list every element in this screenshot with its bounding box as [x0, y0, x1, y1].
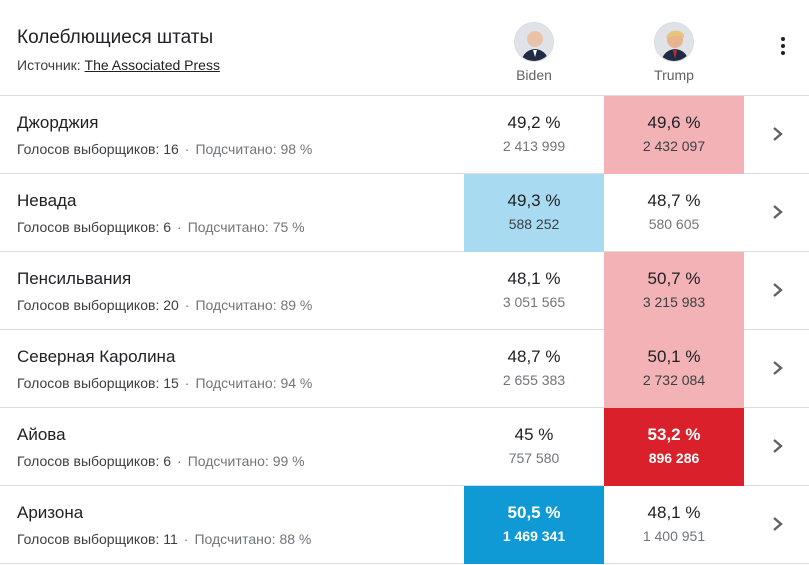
trump-votes: 896 286: [648, 450, 700, 466]
reported-percent: Подсчитано: 94 %: [195, 375, 313, 391]
biden-percent: 45 %: [514, 425, 554, 444]
biden-percent: 48,1 %: [507, 269, 561, 288]
state-row-nevada[interactable]: Невада Голосов выборщиков: 6 · Подсчитано:…: [0, 174, 809, 252]
state-name: Аризона: [17, 503, 84, 522]
biden-percent: 49,2 %: [507, 113, 561, 132]
biden-result: 49,2 % 2 413 999: [464, 96, 604, 174]
electoral-votes: Голосов выборщиков: 15: [17, 375, 179, 391]
panel-title: Колеблющиеся штаты: [17, 27, 214, 48]
trump-percent: 49,6 %: [647, 113, 701, 132]
state-details: Голосов выборщиков: 20 · Подсчитано: 89 %: [17, 297, 313, 313]
state-details: Голосов выборщиков: 16 · Подсчитано: 98 %: [17, 141, 313, 157]
panel-header: Колеблющиеся штаты Источник: The Associa…: [0, 0, 809, 96]
biden-votes: 757 580: [508, 450, 560, 466]
more-vert-icon[interactable]: [773, 34, 793, 64]
candidate-biden: Biden: [464, 22, 604, 83]
electoral-votes: Голосов выборщиков: 20: [17, 297, 179, 313]
source-line: Источник: The Associated Press: [17, 57, 220, 73]
trump-votes: 2 432 097: [642, 138, 706, 154]
reported-percent: Подсчитано: 88 %: [194, 531, 312, 547]
state-details: Голосов выборщиков: 15 · Подсчитано: 94 %: [17, 375, 313, 391]
chevron-right-icon[interactable]: [768, 356, 788, 380]
chevron-right-icon[interactable]: [768, 434, 788, 458]
state-row-pennsylvania[interactable]: Пенсильвания Голосов выборщиков: 20 · Подс…: [0, 252, 809, 330]
biden-result: 48,1 % 3 051 565: [464, 252, 604, 330]
electoral-votes: Голосов выборщиков: 6: [17, 453, 172, 469]
biden-percent: 50,5 %: [507, 503, 561, 522]
trump-result: 48,7 % 580 605: [604, 174, 744, 252]
reported-percent: Подсчитано: 75 %: [187, 219, 305, 235]
biden-result: 49,3 % 588 252: [464, 174, 604, 252]
state-name: Невада: [17, 191, 77, 210]
trump-result: 53,2 % 896 286: [604, 408, 744, 486]
trump-percent: 48,7 %: [647, 191, 701, 210]
trump-votes: 580 605: [648, 216, 700, 232]
reported-percent: Подсчитано: 89 %: [195, 297, 313, 313]
biden-votes: 2 655 383: [502, 372, 566, 388]
state-details: Голосов выборщиков: 11 · Подсчитано: 88 %: [17, 531, 312, 547]
biden-votes: 588 252: [508, 216, 560, 232]
state-row-north-carolina[interactable]: Северная Каролина Голосов выборщиков: 15…: [0, 330, 809, 408]
state-row-georgia[interactable]: Джорджия Голосов выборщиков: 16 · Подсчита…: [0, 96, 809, 174]
chevron-right-icon[interactable]: [768, 512, 788, 536]
chevron-right-icon[interactable]: [768, 122, 788, 146]
biden-percent: 49,3 %: [507, 191, 561, 210]
state-name: Северная Каролина: [17, 347, 176, 366]
source-label: Источник:: [17, 57, 81, 73]
biden-name: Biden: [516, 67, 552, 83]
biden-avatar: [514, 22, 554, 62]
biden-votes: 3 051 565: [502, 294, 566, 310]
chevron-right-icon[interactable]: [768, 200, 788, 224]
biden-votes: 1 469 341: [502, 528, 566, 544]
trump-result: 48,1 % 1 400 951: [604, 486, 744, 564]
biden-result: 48,7 % 2 655 383: [464, 330, 604, 408]
trump-percent: 48,1 %: [647, 503, 701, 522]
biden-votes: 2 413 999: [502, 138, 566, 154]
state-name: Джорджия: [17, 113, 99, 132]
biden-result: 45 % 757 580: [464, 408, 604, 486]
trump-votes: 2 732 084: [642, 372, 706, 388]
trump-votes: 1 400 951: [642, 528, 706, 544]
state-details: Голосов выборщиков: 6 · Подсчитано: 99 %: [17, 453, 305, 469]
trump-avatar: [654, 22, 694, 62]
trump-result: 50,1 % 2 732 084: [604, 330, 744, 408]
source-link[interactable]: The Associated Press: [84, 57, 220, 73]
trump-votes: 3 215 983: [642, 294, 706, 310]
state-name: Айова: [17, 425, 66, 444]
trump-percent: 50,7 %: [647, 269, 701, 288]
biden-percent: 48,7 %: [507, 347, 561, 366]
electoral-votes: Голосов выборщиков: 6: [17, 219, 172, 235]
state-details: Голосов выборщиков: 6 · Подсчитано: 75 %: [17, 219, 305, 235]
biden-result: 50,5 % 1 469 341: [464, 486, 604, 564]
reported-percent: Подсчитано: 98 %: [195, 141, 313, 157]
candidate-trump: Trump: [604, 22, 744, 83]
trump-result: 50,7 % 3 215 983: [604, 252, 744, 330]
trump-name: Trump: [654, 67, 694, 83]
chevron-right-icon[interactable]: [768, 278, 788, 302]
trump-percent: 50,1 %: [647, 347, 701, 366]
trump-result: 49,6 % 2 432 097: [604, 96, 744, 174]
state-row-arizona[interactable]: Аризона Голосов выборщиков: 11 · Подсчитан…: [0, 486, 809, 564]
trump-percent: 53,2 %: [647, 425, 701, 444]
electoral-votes: Голосов выборщиков: 16: [17, 141, 179, 157]
state-name: Пенсильвания: [17, 269, 132, 288]
reported-percent: Подсчитано: 99 %: [187, 453, 305, 469]
state-row-iowa[interactable]: Айова Голосов выборщиков: 6 · Подсчитано: …: [0, 408, 809, 486]
electoral-votes: Голосов выборщиков: 11: [17, 531, 178, 547]
